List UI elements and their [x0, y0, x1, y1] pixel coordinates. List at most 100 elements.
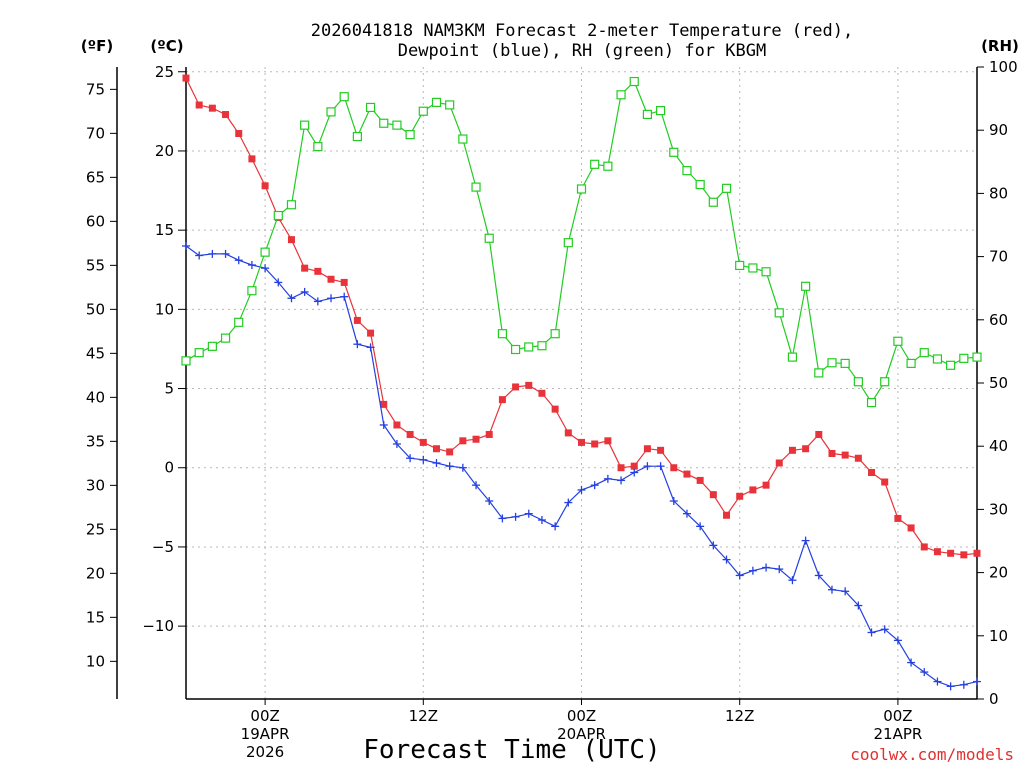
fahrenheit-tick-label: 15: [86, 608, 105, 626]
humidity-point: [392, 120, 402, 130]
rh-tick-label: 60: [989, 311, 1008, 329]
temperature-point: [630, 462, 638, 470]
temperature-point: [195, 101, 203, 109]
dewpoint-point: [340, 292, 349, 301]
humidity-point: [946, 360, 956, 370]
dewpoint-point: [247, 260, 256, 269]
humidity-point: [932, 354, 943, 364]
data-series: [181, 74, 982, 691]
humidity-point: [893, 336, 903, 346]
humidity-point: [234, 317, 244, 327]
humidity-point: [273, 210, 283, 221]
temperature-point: [604, 437, 612, 445]
humidity-point: [959, 353, 969, 363]
humidity-point: [695, 179, 705, 190]
dewpoint-point: [485, 497, 494, 506]
time-tick-year: 2026: [246, 743, 284, 761]
fahrenheit-tick-label: 50: [86, 300, 105, 318]
temperature-point: [894, 514, 902, 522]
dewpoint-point: [432, 458, 441, 467]
dewpoint-point: [841, 587, 850, 596]
humidity-point: [194, 348, 204, 358]
dewpoint-point: [551, 522, 560, 531]
x-axis-label: Forecast Time (UTC): [363, 735, 660, 765]
rh-tick-label: 80: [989, 184, 1008, 202]
dewpoint-point: [590, 481, 599, 490]
humidity-point: [537, 341, 547, 351]
dewpoint-point: [195, 251, 204, 260]
dewpoint-point: [261, 264, 270, 273]
dewpoint-point: [920, 668, 929, 677]
dewpoint-point: [564, 498, 573, 507]
temperature-point: [696, 476, 704, 484]
humidity-point: [655, 106, 666, 116]
temperature-point: [736, 492, 744, 500]
temperature-point: [907, 524, 915, 532]
humidity-point: [247, 286, 257, 296]
humidity-point: [853, 377, 863, 387]
celsius-tick-label: 25: [155, 63, 174, 81]
celsius-tick-label: −5: [152, 538, 174, 556]
dewpoint-point: [735, 571, 744, 580]
fahrenheit-tick-label: 25: [86, 520, 105, 538]
rh-tick-label: 0: [989, 690, 999, 708]
dewpoint-point: [722, 555, 731, 564]
time-tick-label: 00Z: [883, 707, 912, 725]
temperature-point: [868, 468, 876, 476]
temperature-point: [327, 275, 335, 283]
temperature-point: [657, 446, 665, 454]
temperature-point: [617, 464, 625, 472]
humidity-point: [801, 281, 811, 291]
credit-text: coolwx.com/models: [850, 745, 1014, 764]
dewpoint-point: [762, 563, 771, 572]
humidity-point: [339, 92, 349, 102]
rh-unit-label: (RH): [981, 37, 1019, 55]
dewpoint-point: [775, 565, 784, 574]
humidity-point: [365, 102, 376, 113]
dewpoint-point: [472, 481, 481, 490]
dewpoint-point: [893, 636, 902, 645]
humidity-point: [379, 118, 389, 128]
dewpoint-point: [656, 462, 665, 471]
humidity-point: [840, 358, 850, 369]
humidity-point: [510, 344, 521, 355]
chart-title-line-2: Dewpoint (blue), RH (green) for KBGM: [398, 41, 766, 61]
temperature-point: [314, 267, 322, 275]
humidity-point: [708, 197, 718, 207]
dewpoint-point: [300, 287, 309, 296]
humidity-point: [458, 134, 468, 144]
rh-tick-label: 50: [989, 374, 1008, 392]
dewpoint-point: [973, 677, 981, 686]
dewpoint-point: [827, 585, 836, 594]
humidity-point: [748, 263, 758, 273]
dewpoint-point: [182, 241, 190, 250]
axis-ticks: 2520151050−5−107570656055504540353025201…: [86, 58, 1018, 761]
dewpoint-point: [617, 476, 626, 485]
dewpoint-point: [788, 576, 797, 585]
humidity-point: [919, 348, 929, 358]
humidity-point: [603, 161, 613, 171]
fahrenheit-tick-label: 60: [86, 212, 105, 230]
temperature-point: [854, 454, 862, 462]
humidity-point: [774, 308, 784, 318]
humidity-point: [300, 120, 310, 130]
temperature-point: [340, 278, 348, 286]
dewpoint-point: [366, 343, 375, 352]
temperature-point: [841, 451, 849, 459]
dewpoint-point: [392, 439, 401, 448]
rh-tick-label: 30: [989, 500, 1008, 518]
fahrenheit-tick-label: 70: [86, 124, 105, 142]
humidity-point: [616, 90, 626, 100]
dewpoint-point: [419, 455, 428, 464]
temperature-point: [723, 511, 731, 519]
temperature-point: [248, 155, 256, 163]
celsius-tick-label: 5: [164, 380, 174, 398]
temperature-point: [367, 329, 375, 337]
dewpoint-point: [603, 474, 612, 483]
temperature-point: [643, 445, 651, 453]
temperature-point: [775, 459, 783, 467]
humidity-point: [418, 106, 428, 116]
dewpoint-point: [907, 658, 916, 667]
celsius-tick-label: 15: [155, 221, 174, 239]
chart-title-line-1: 2026041818 NAM3KM Forecast 2-meter Tempe…: [311, 21, 853, 41]
